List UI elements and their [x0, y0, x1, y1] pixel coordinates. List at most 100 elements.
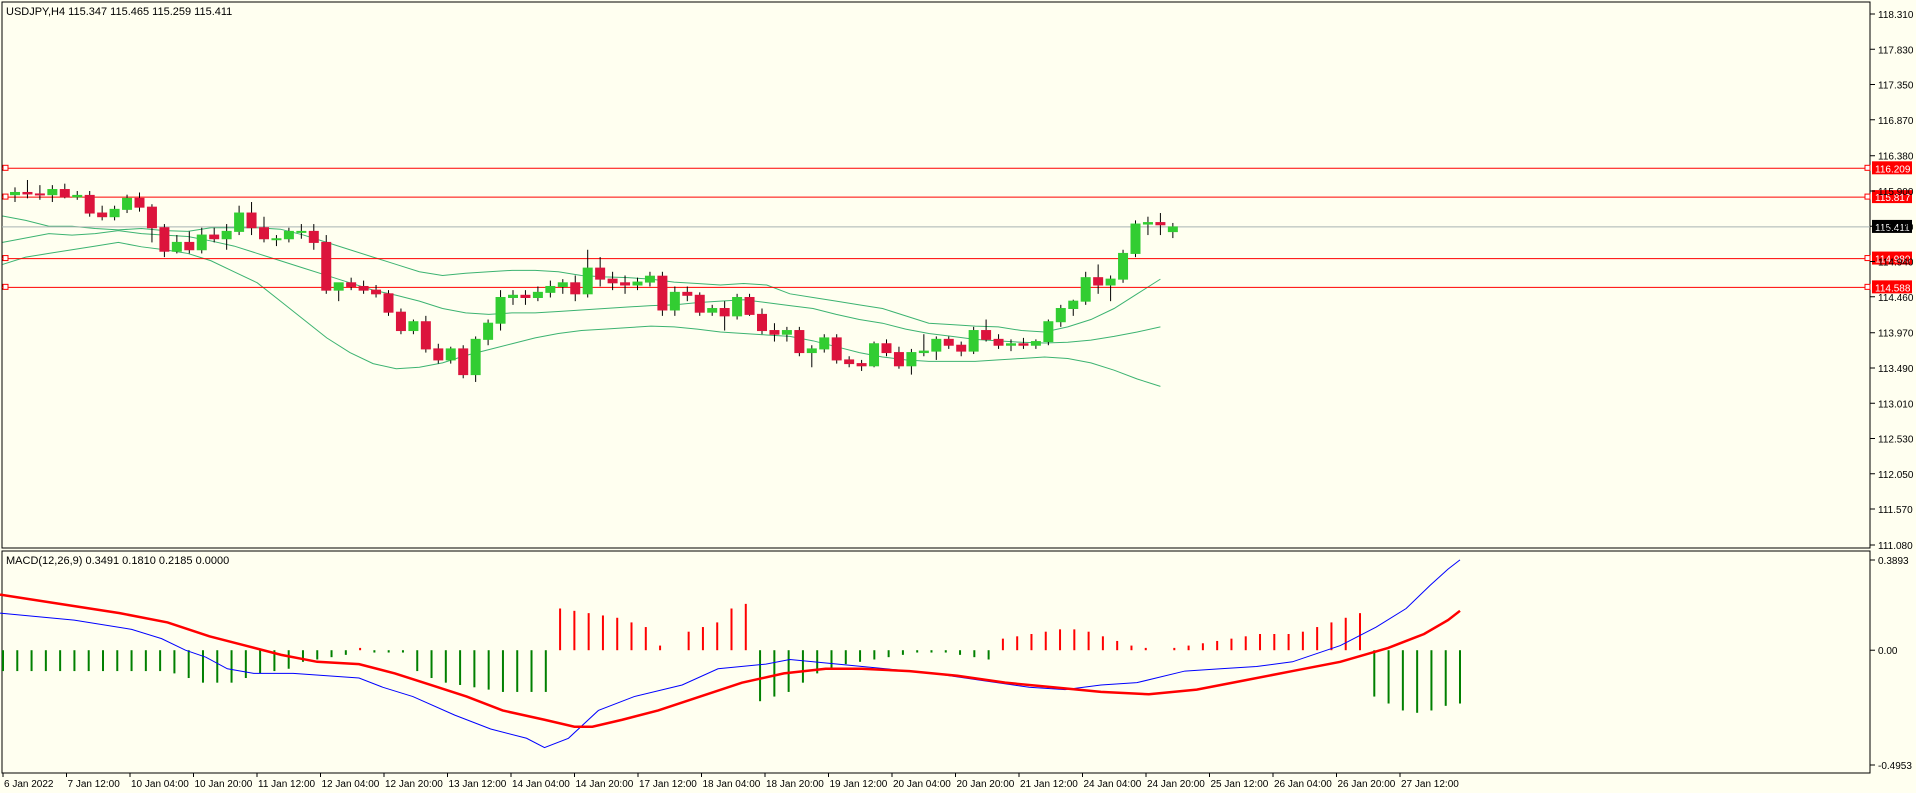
candle-bear — [433, 348, 444, 361]
candle-bull — [918, 350, 929, 354]
level-label: 114.980 — [1875, 255, 1911, 266]
candle-bear — [881, 343, 892, 354]
time-tick-label: 27 Jan 12:00 — [1401, 779, 1459, 790]
current-price-bg — [1872, 219, 1912, 233]
candle-bull — [122, 197, 133, 210]
level-label: 116.209 — [1875, 164, 1911, 175]
time-tick-label: 12 Jan 04:00 — [322, 779, 380, 790]
candle-bull — [221, 230, 232, 240]
time-tick-label: 21 Jan 12:00 — [1020, 779, 1078, 790]
macd-panel[interactable]: 0.3893 0.00 -0.4953 MACD(12,26,9) 0.3491 0… — [0, 550, 1912, 774]
candle-bear — [943, 338, 954, 346]
candle-bear — [371, 289, 382, 295]
level-label-bg — [1872, 161, 1912, 175]
candle-bear — [769, 330, 780, 335]
price-tick-label: 114.940 — [1878, 258, 1914, 269]
price-tick-label: 112.530 — [1878, 435, 1914, 446]
candle-bear — [719, 308, 730, 317]
price-tick-label: 116.870 — [1878, 116, 1914, 127]
level-label-bg — [1872, 190, 1912, 204]
horizontal-levels[interactable]: 116.209 115.817 114.980 114.588 115.411 — [2, 161, 1912, 294]
candle-bull — [508, 294, 518, 298]
time-tick-label: 24 Jan 04:00 — [1084, 779, 1142, 790]
price-tick-label: 111.570 — [1878, 505, 1913, 516]
candle-bull — [47, 189, 58, 196]
candle-bull — [806, 348, 817, 354]
candle-bear — [620, 282, 631, 286]
candle-bull — [557, 282, 568, 287]
candle-bull — [234, 212, 245, 232]
time-axis: 6 Jan 2022 7 Jan 12:00 10 Jan 04:00 10 Jan … — [2, 773, 1459, 790]
candle-bull — [869, 343, 880, 367]
candle-bear — [59, 189, 70, 198]
candle-bear — [1155, 222, 1166, 226]
candle-bull — [781, 330, 792, 335]
candle-bull — [819, 337, 830, 350]
time-tick-label: 18 Jan 20:00 — [766, 779, 824, 790]
candle-bear — [146, 206, 157, 229]
price-tick-label: 118.310 — [1878, 10, 1914, 21]
candle-bear — [395, 311, 406, 332]
candle-bear — [831, 337, 842, 361]
candle-bear — [794, 330, 805, 354]
time-tick-label: 14 Jan 04:00 — [512, 779, 570, 790]
price-axis: 118.310 117.830 117.350 116.870 116.380 115.9… — [1870, 10, 1914, 552]
candles — [10, 179, 1178, 382]
candle-bear — [458, 348, 469, 376]
candle-bull — [931, 338, 942, 352]
price-tick-label: 112.050 — [1878, 470, 1914, 481]
candle-bull — [707, 308, 718, 313]
candle-bull — [1068, 300, 1079, 310]
signal-line — [0, 593, 1461, 728]
time-tick-label: 13 Jan 12:00 — [449, 779, 507, 790]
candle-bear — [308, 230, 319, 243]
level-anchor-right — [1864, 255, 1871, 262]
candle-bull — [1130, 223, 1141, 254]
candle-bear — [893, 352, 904, 367]
price-tick-label: 117.830 — [1878, 45, 1914, 56]
bollinger-middle — [2, 230, 1161, 344]
candle-bull — [1043, 321, 1054, 343]
candle-bull — [495, 296, 506, 324]
level-label-bg — [1872, 251, 1912, 265]
time-tick-label: 10 Jan 04:00 — [131, 779, 189, 790]
candle-bear — [209, 234, 220, 240]
candle-bull — [296, 230, 307, 233]
candle-bear — [246, 212, 257, 229]
candle-bull — [532, 291, 543, 298]
level-anchor-right — [1864, 283, 1871, 290]
candle-bear — [34, 193, 45, 196]
candle-bear — [682, 291, 693, 296]
time-tick-label: 24 Jan 20:00 — [1147, 779, 1205, 790]
candle-bear — [346, 282, 357, 287]
macd-lines — [0, 559, 1461, 749]
candle-bear — [993, 338, 1004, 346]
candle-bear — [757, 313, 767, 332]
macd-histogram — [2, 603, 1461, 713]
candle-bull — [408, 321, 419, 332]
level-label: 115.817 — [1875, 193, 1911, 204]
bollinger-upper — [2, 215, 1161, 333]
time-tick-label: 26 Jan 20:00 — [1338, 779, 1396, 790]
candle-bull — [582, 267, 593, 295]
candle-bear — [657, 275, 668, 311]
level-anchor-left — [2, 283, 9, 290]
candle-bull — [1118, 252, 1129, 280]
price-panel[interactable]: 116.209 115.817 114.980 114.588 115.411 118.… — [1, 1, 1914, 552]
time-tick-label: 20 Jan 04:00 — [893, 779, 951, 790]
candle-bear — [694, 294, 705, 313]
candle-bull — [445, 348, 456, 361]
candle-bull — [109, 208, 120, 218]
candle-bear — [84, 194, 95, 214]
candle-bear — [134, 197, 145, 208]
candle-bull — [483, 322, 494, 340]
candle-bull — [1055, 308, 1066, 323]
level-anchor-left — [2, 164, 9, 171]
candle-bear — [159, 227, 170, 252]
level-label: 114.588 — [1875, 283, 1911, 294]
price-tick-label: 114.460 — [1878, 293, 1914, 304]
candle-bull — [906, 352, 917, 367]
bollinger-bands — [2, 215, 1161, 387]
time-tick-label: 11 Jan 12:00 — [258, 779, 316, 790]
